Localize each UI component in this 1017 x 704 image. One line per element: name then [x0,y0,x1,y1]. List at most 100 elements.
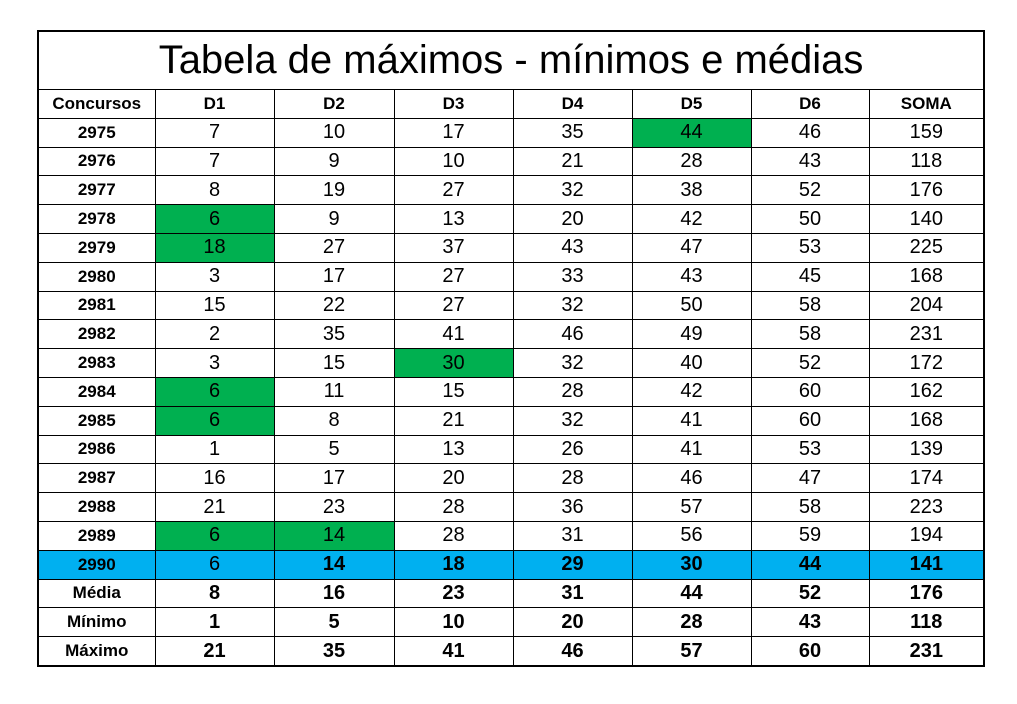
cell-value: 27 [393,175,514,206]
summary-value: 43 [750,607,870,638]
summary-value: 20 [512,607,633,638]
contest-number: 2984 [37,376,156,407]
cell-value: 60 [750,405,870,436]
contest-number: 2979 [37,232,156,263]
cell-value: 17 [273,261,395,292]
cell-value: 32 [512,405,633,436]
cell-value: 18 [154,232,275,263]
cell-value: 46 [631,463,752,494]
cell-value: 45 [750,261,870,292]
summary-value: 23 [393,578,514,609]
results-table: Tabela de máximos - mínimos e médias Con… [37,30,986,667]
cell-value: 32 [512,290,633,321]
cell-value: 22 [273,290,395,321]
data-row: 2975 7 10 17 35 44 46 159 [37,117,985,148]
summary-value: 1 [154,607,275,638]
cell-value: 17 [273,463,395,494]
cell-value: 27 [393,290,514,321]
cell-value: 30 [631,549,752,580]
cell-value: 27 [393,261,514,292]
cell-value: 43 [631,261,752,292]
cell-value: 32 [512,175,633,206]
cell-value: 57 [631,492,752,522]
cell-value: 176 [868,175,985,206]
cell-value: 47 [631,232,752,263]
summary-value: 8 [154,578,275,609]
summary-value: 35 [273,636,395,667]
summary-value: 16 [273,578,395,609]
cell-value: 3 [154,261,275,292]
cell-value: 141 [868,549,985,580]
cell-value: 19 [273,175,395,206]
contest-number: 2990 [37,549,156,580]
cell-value: 23 [273,492,395,522]
summary-value: 5 [273,607,395,638]
contest-number: 2985 [37,405,156,436]
cell-value: 60 [750,376,870,407]
contest-number: 2978 [37,204,156,234]
cell-value: 26 [512,434,633,465]
cell-value: 44 [750,549,870,580]
column-header: D5 [631,89,752,119]
contest-number: 2988 [37,492,156,522]
data-row: 2985 6 8 21 32 41 60 168 [37,405,985,436]
summary-row: Máximo 21 35 41 46 57 60 231 [37,636,985,667]
data-row: 2986 1 5 13 26 41 53 139 [37,434,985,465]
column-header: SOMA [868,89,985,119]
cell-value: 194 [868,520,985,551]
cell-value: 6 [154,405,275,436]
cell-value: 50 [631,290,752,321]
contest-number: 2989 [37,520,156,551]
cell-value: 28 [393,520,514,551]
cell-value: 13 [393,204,514,234]
title-row: Tabela de máximos - mínimos e médias [37,30,985,90]
cell-value: 52 [750,175,870,206]
summary-value: 60 [750,636,870,667]
contest-number: 2981 [37,290,156,321]
cell-value: 33 [512,261,633,292]
cell-value: 11 [273,376,395,407]
cell-value: 7 [154,117,275,148]
cell-value: 41 [631,405,752,436]
summary-value: 57 [631,636,752,667]
summary-value: 52 [750,578,870,609]
cell-value: 29 [512,549,633,580]
data-row: 2987 16 17 20 28 46 47 174 [37,463,985,494]
data-row: 2984 6 11 15 28 42 60 162 [37,376,985,407]
cell-value: 59 [750,520,870,551]
cell-value: 6 [154,549,275,580]
contest-number: 2976 [37,146,156,177]
summary-value: 118 [868,607,985,638]
summary-row: Mínimo 1 5 10 20 28 43 118 [37,607,985,638]
cell-value: 14 [273,520,395,551]
cell-value: 8 [154,175,275,206]
cell-value: 44 [631,117,752,148]
contest-number: 2987 [37,463,156,494]
cell-value: 35 [273,319,395,350]
column-header: D3 [393,89,514,119]
cell-value: 15 [154,290,275,321]
summary-value: 46 [512,636,633,667]
cell-value: 41 [631,434,752,465]
column-header: Concursos [37,89,156,119]
cell-value: 14 [273,549,395,580]
table-title: Tabela de máximos - mínimos e médias [37,30,985,90]
cell-value: 28 [393,492,514,522]
cell-value: 35 [512,117,633,148]
cell-value: 13 [393,434,514,465]
summary-value: 231 [868,636,985,667]
cell-value: 1 [154,434,275,465]
cell-value: 46 [512,319,633,350]
cell-value: 20 [393,463,514,494]
contest-number: 2980 [37,261,156,292]
cell-value: 43 [512,232,633,263]
contest-number: 2977 [37,175,156,206]
cell-value: 118 [868,146,985,177]
summary-value: 21 [154,636,275,667]
data-row: 2983 3 15 30 32 40 52 172 [37,348,985,378]
cell-value: 5 [273,434,395,465]
cell-value: 53 [750,232,870,263]
cell-value: 168 [868,261,985,292]
cell-value: 6 [154,376,275,407]
cell-value: 53 [750,434,870,465]
